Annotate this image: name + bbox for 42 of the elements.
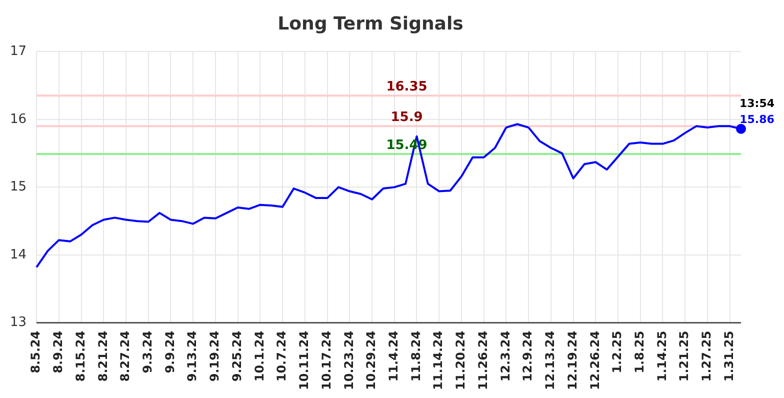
x-tick-label: 1.2.25 xyxy=(610,330,624,374)
x-tick-label: 11.14.24 xyxy=(431,330,446,390)
x-tick-label: 12.13.24 xyxy=(543,330,558,390)
y-tick-label: 15 xyxy=(10,180,27,195)
x-tick-label: 1.21.25 xyxy=(677,330,692,382)
x-tick-label: 1.31.25 xyxy=(722,330,736,382)
annotation: 15.86 xyxy=(740,113,775,126)
y-tick-label: 13 xyxy=(10,315,27,330)
x-tick-label: 11.20.24 xyxy=(454,330,468,390)
x-tick-label: 8.15.24 xyxy=(73,330,88,382)
x-tick-label: 9.9.24 xyxy=(162,330,177,374)
y-tick-label: 14 xyxy=(10,247,27,262)
x-tick-label: 8.9.24 xyxy=(51,330,66,374)
x-tick-label: 10.23.24 xyxy=(342,330,356,390)
x-tick-label: 8.5.24 xyxy=(28,330,43,374)
annotation: 13:54 xyxy=(739,97,775,110)
x-tick-label: 12.9.24 xyxy=(520,330,535,382)
x-tick-label: 9.3.24 xyxy=(140,330,154,374)
x-tick-label: 1.14.25 xyxy=(654,330,669,382)
x-tick-label: 12.19.24 xyxy=(565,330,580,390)
x-tick-label: 8.21.24 xyxy=(96,330,110,382)
x-tick-label: 1.8.25 xyxy=(632,330,646,374)
y-tick-label: 16 xyxy=(10,112,27,127)
x-tick-label: 10.11.24 xyxy=(297,330,312,390)
ref-line-label: 15.9 xyxy=(390,110,423,126)
x-tick-label: 10.7.24 xyxy=(274,330,289,382)
x-tick-label: 11.8.24 xyxy=(408,330,423,382)
x-tick-label: 9.19.24 xyxy=(208,330,222,382)
x-tick-label: 10.1.24 xyxy=(252,330,266,382)
x-tick-label: 10.29.24 xyxy=(364,330,378,390)
ref-line-label: 16.35 xyxy=(386,80,428,95)
x-tick-label: 1.27.25 xyxy=(700,330,714,382)
x-tick-label: 11.4.24 xyxy=(386,330,400,382)
x-tick-label: 12.3.24 xyxy=(498,330,512,382)
x-tick-label: 9.13.24 xyxy=(185,330,200,382)
x-tick-label: 9.25.24 xyxy=(230,330,244,382)
chart-title: Long Term Signals xyxy=(278,13,464,34)
x-tick-label: 8.27.24 xyxy=(118,330,132,382)
x-tick-label: 11.26.24 xyxy=(476,330,490,390)
x-tick-label: 12.26.24 xyxy=(588,330,602,390)
y-tick-label: 17 xyxy=(10,44,27,59)
x-tick-label: 10.17.24 xyxy=(319,330,334,390)
